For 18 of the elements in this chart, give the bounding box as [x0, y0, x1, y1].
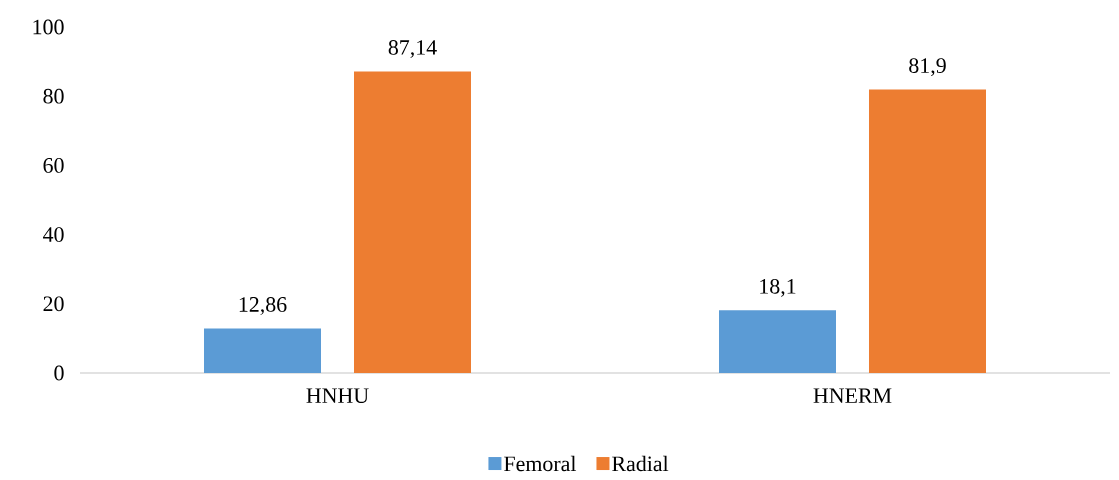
y-tick-label: 0 — [54, 365, 64, 381]
legend-label: Radial — [612, 455, 669, 472]
data-label: 87,14 — [388, 40, 437, 58]
y-tick-label: 60 — [43, 158, 64, 173]
legend-label: Femoral — [504, 455, 577, 472]
data-label: 12,86 — [239, 297, 287, 315]
x-tick-label: HNERM — [813, 388, 892, 403]
y-tick-label: 40 — [43, 227, 64, 242]
bar — [719, 310, 836, 373]
bar — [869, 89, 986, 373]
y-tick-label: 100 — [33, 19, 64, 35]
y-tick-label: 20 — [43, 296, 64, 312]
bar — [354, 71, 471, 373]
bar — [204, 328, 321, 373]
data-label: 81,9 — [909, 58, 946, 77]
y-tick-label: 80 — [43, 88, 64, 104]
x-tick-label: HNHU — [306, 388, 369, 404]
data-label: 18,1 — [760, 278, 796, 297]
